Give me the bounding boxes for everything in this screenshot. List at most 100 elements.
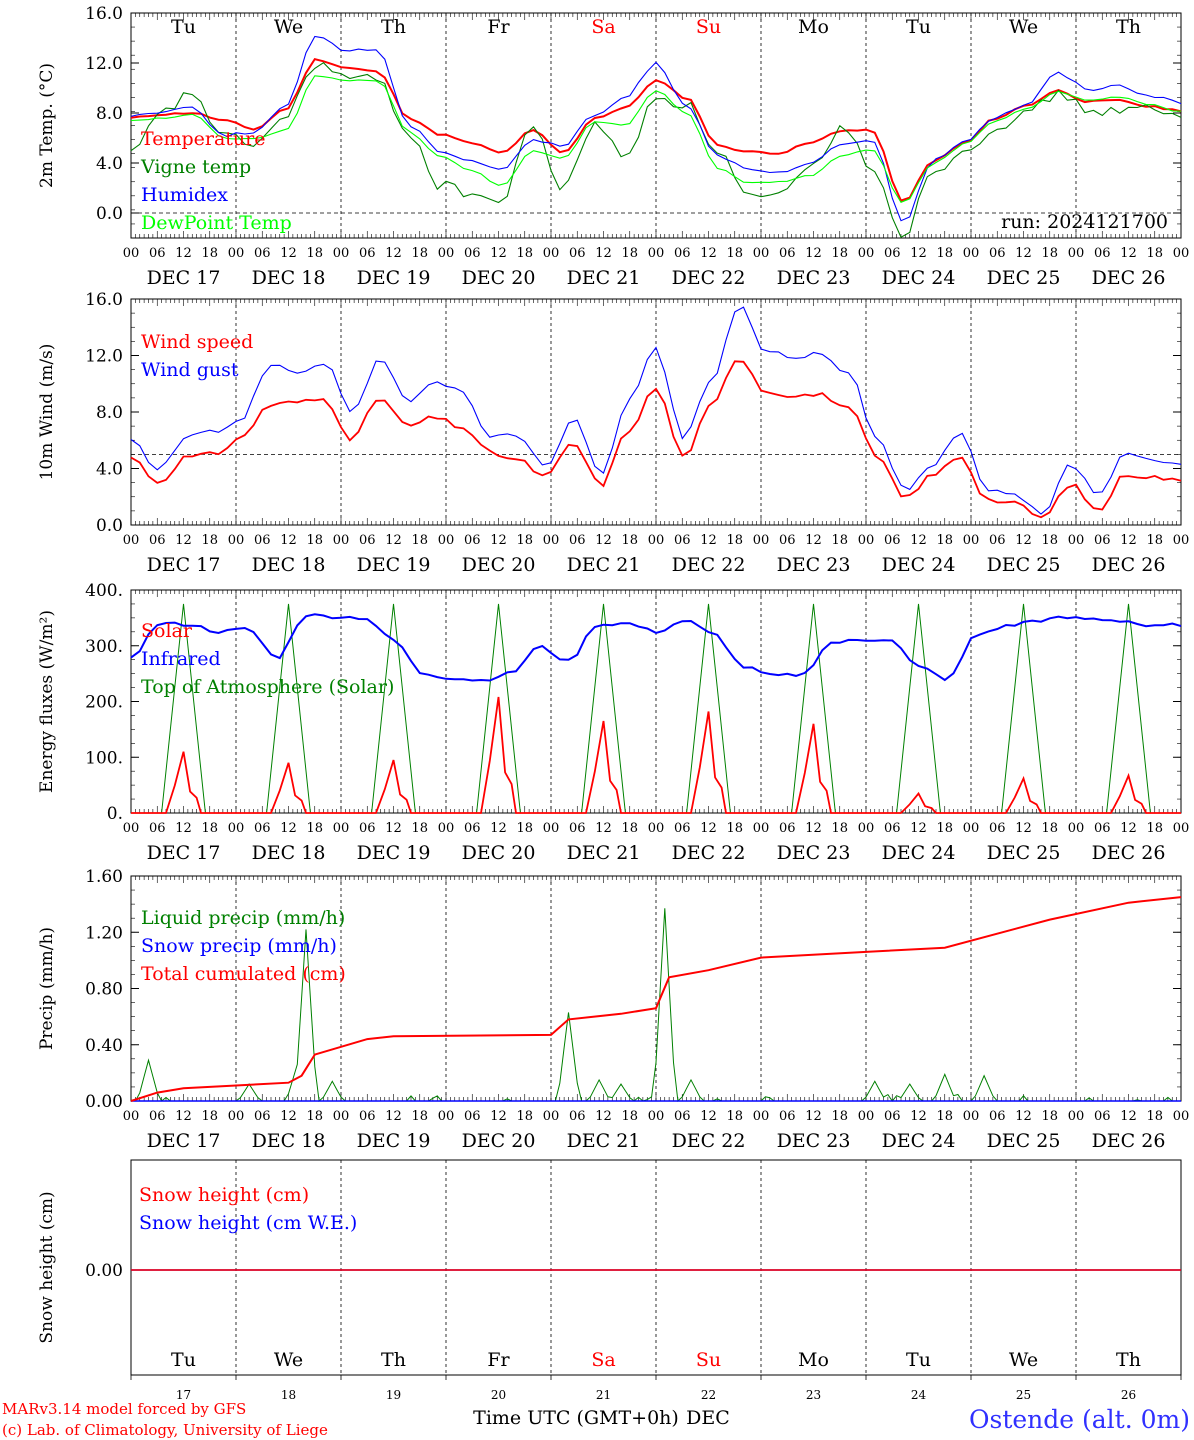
hour-tick-label: 12: [1120, 246, 1137, 261]
y-tick-label: 0.00: [85, 1092, 123, 1112]
hour-tick-label: 00: [858, 246, 875, 261]
hour-tick-label: 12: [910, 246, 927, 261]
hour-tick-label: 18: [411, 246, 428, 261]
weekday-label: Sa: [591, 1349, 615, 1371]
hour-tick-label: 06: [149, 821, 166, 836]
hour-tick-label: 00: [753, 246, 770, 261]
date-label: DEC 23: [777, 554, 851, 576]
panel-snow: Snow height (cm) 0.00 Snow height (cm) Snow…: [37, 1159, 1182, 1402]
hour-tick-label: 00: [123, 246, 140, 261]
hour-tick-label: 00: [648, 1109, 665, 1124]
y-axis-label: 10m Wind (m/s): [37, 344, 57, 481]
hour-tick-label: 12: [385, 246, 402, 261]
hour-tick-label: 12: [490, 246, 507, 261]
legend-entry: Liquid precip (mm/h): [141, 907, 345, 929]
hour-tick-label: 06: [1094, 1109, 1111, 1124]
hour-tick-label: 06: [254, 246, 271, 261]
day-number: 26: [1121, 1388, 1136, 1402]
hour-tick-label: 12: [175, 821, 192, 836]
model-credit: MARv3.14 model forced by GFS: [2, 1400, 246, 1418]
hour-tick-label: 00: [753, 1109, 770, 1124]
date-label: DEC 21: [567, 554, 641, 576]
hour-tick-label: 00: [123, 533, 140, 548]
date-label: DEC 18: [252, 842, 326, 864]
hour-tick-label: 06: [989, 1109, 1006, 1124]
hour-tick-label: 12: [385, 533, 402, 548]
legend-entry: Humidex: [141, 184, 228, 206]
hour-tick-label: 00: [438, 533, 455, 548]
hour-tick-label: 00: [333, 1109, 350, 1124]
hour-tick-label: 12: [595, 1109, 612, 1124]
hour-tick-label: 18: [1041, 821, 1058, 836]
hour-tick-label: 06: [254, 533, 271, 548]
y-tick-label: 4.0: [96, 154, 123, 174]
y-axis-label: Precip (mm/h): [37, 927, 57, 1050]
y-tick-label: 4.0: [96, 460, 123, 480]
series-line-solar: [131, 696, 1181, 814]
hour-tick-label: 00: [333, 533, 350, 548]
hour-tick-label: 06: [989, 246, 1006, 261]
series-line-wind-speed: [130, 360, 1182, 519]
hour-tick-label: 06: [674, 1109, 691, 1124]
hour-tick-label: 00: [438, 821, 455, 836]
hour-tick-label: 00: [1173, 533, 1190, 548]
weekday-label: We: [274, 16, 303, 38]
footer: Time UTC (GMT+0h) DEC MARv3.14 model force…: [2, 1400, 1190, 1439]
date-label: DEC 17: [147, 267, 221, 289]
legend-entry: Snow height (cm): [139, 1184, 309, 1206]
y-tick-label: 200.: [85, 693, 123, 713]
hour-tick-label: 00: [858, 1109, 875, 1124]
hour-tick-label: 18: [306, 1109, 323, 1124]
date-label: DEC 25: [987, 554, 1061, 576]
date-label: DEC 26: [1092, 1130, 1166, 1152]
hour-tick-label: 06: [989, 821, 1006, 836]
hour-tick-label: 18: [1041, 246, 1058, 261]
lab-credit: (c) Lab. of Climatology, University of L…: [2, 1421, 328, 1439]
y-tick-label: 0.80: [85, 980, 123, 1000]
hour-tick-label: 00: [753, 821, 770, 836]
hour-tick-label: 18: [936, 533, 953, 548]
hour-tick-label: 18: [1146, 246, 1163, 261]
hour-tick-label: 12: [490, 821, 507, 836]
hour-tick-label: 18: [831, 533, 848, 548]
hour-tick-label: 00: [963, 821, 980, 836]
day-number: 19: [386, 1388, 401, 1402]
date-label: DEC 19: [357, 554, 431, 576]
date-label: DEC 25: [987, 267, 1061, 289]
hour-tick-label: 18: [831, 1109, 848, 1124]
hour-tick-label: 00: [228, 246, 245, 261]
hour-tick-label: 00: [228, 821, 245, 836]
hour-tick-label: 18: [621, 1109, 638, 1124]
hour-tick-label: 12: [175, 533, 192, 548]
legend-entry: Vigne temp: [140, 156, 251, 178]
hour-tick-label: 00: [963, 533, 980, 548]
y-axis-label: Snow height (cm): [37, 1191, 57, 1343]
hour-tick-label: 00: [123, 1109, 140, 1124]
hour-tick-label: 18: [831, 821, 848, 836]
hour-tick-label: 00: [1068, 533, 1085, 548]
hour-tick-label: 06: [149, 533, 166, 548]
hour-tick-label: 12: [1015, 1109, 1032, 1124]
hour-tick-label: 06: [569, 246, 586, 261]
hour-tick-label: 06: [464, 533, 481, 548]
weekday-label: Su: [696, 1349, 721, 1371]
y-tick-label: 1.20: [85, 923, 123, 943]
hour-tick-label: 00: [1068, 821, 1085, 836]
date-label: DEC 20: [462, 554, 536, 576]
hour-tick-label: 12: [700, 1109, 717, 1124]
hour-tick-label: 12: [910, 533, 927, 548]
weekday-label: Th: [381, 16, 406, 38]
hour-tick-label: 00: [753, 533, 770, 548]
series-line-infrared: [130, 613, 1182, 682]
hour-tick-label: 06: [884, 1109, 901, 1124]
hour-tick-label: 12: [490, 533, 507, 548]
weekday-label: Su: [696, 16, 721, 38]
hour-tick-label: 06: [884, 246, 901, 261]
hour-tick-label: 00: [123, 821, 140, 836]
date-label: DEC 23: [777, 1130, 851, 1152]
day-number: 20: [491, 1388, 506, 1402]
date-label: DEC 23: [777, 842, 851, 864]
hour-tick-label: 18: [726, 246, 743, 261]
y-tick-label: 8.0: [96, 104, 123, 124]
legend-entry: Total cumulated (cm): [141, 963, 346, 985]
